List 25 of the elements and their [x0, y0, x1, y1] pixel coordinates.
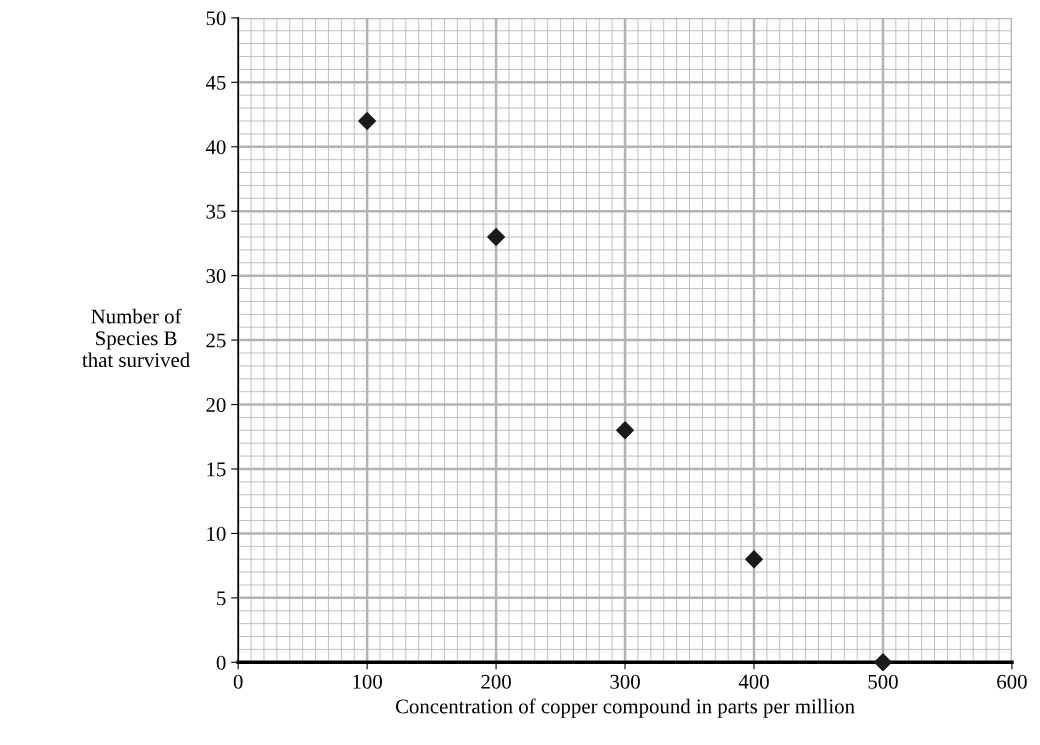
y-tick-label: 40 [205, 140, 226, 155]
point [358, 112, 377, 130]
x-tick-label: 600 [997, 674, 1027, 689]
y-tick-label: 30 [206, 269, 226, 284]
point [745, 550, 763, 569]
x-tick-label: 500 [868, 674, 898, 689]
point [616, 421, 634, 440]
x-axis-title: Concentration of copper compound in parts per million [395, 698, 855, 718]
y-tick-label: 45 [205, 75, 226, 90]
y-tick-label: 50 [206, 11, 226, 26]
y-tick-label: 10 [207, 526, 226, 541]
point [874, 653, 892, 672]
y-tick-label: 25 [206, 333, 226, 348]
y-tick-label: 35 [206, 204, 226, 219]
point [487, 228, 505, 246]
x-tick-label: 200 [481, 674, 511, 689]
x-tick-label: 100 [353, 674, 382, 689]
y-tick-label: 5 [217, 591, 226, 606]
y-axis-title: Number of Species B that survived [82, 308, 190, 368]
x-tick-label: 400 [738, 674, 769, 689]
y-tick-label: 15 [207, 462, 226, 477]
y-tick-label: 20 [206, 397, 226, 412]
y-tick-label: 0 [216, 655, 226, 670]
x-tick-label: 300 [610, 674, 640, 689]
x-tick-label: 0 [233, 674, 243, 689]
